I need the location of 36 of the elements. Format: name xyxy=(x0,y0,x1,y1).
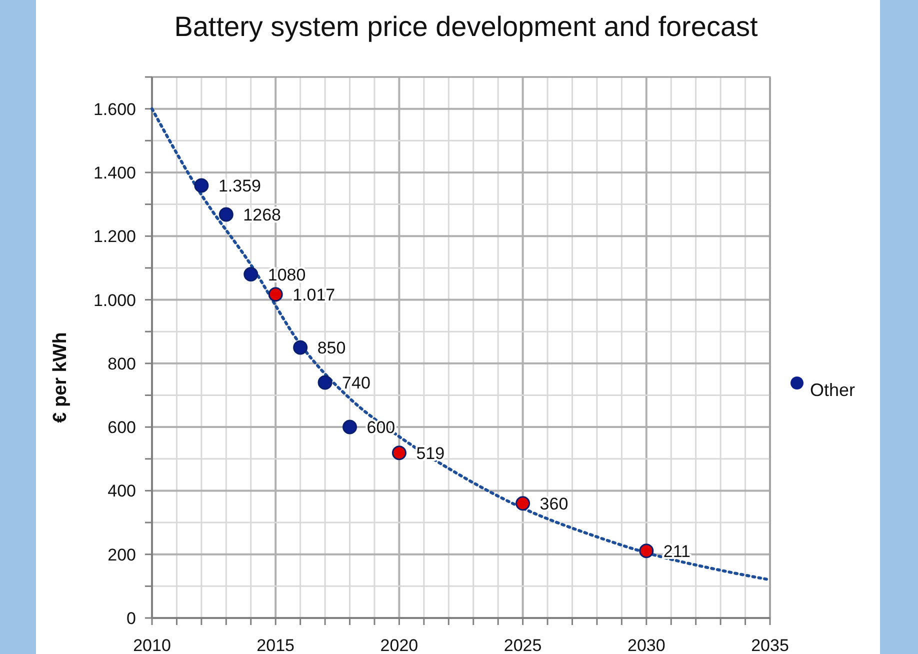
point xyxy=(392,446,406,460)
point xyxy=(244,267,258,282)
data-label: 1.017 xyxy=(292,285,336,304)
y-tick-label: 1.200 xyxy=(93,227,136,246)
y-tick-label: 800 xyxy=(108,354,136,374)
point xyxy=(516,496,530,511)
y-tick-label: 600 xyxy=(108,418,136,438)
point xyxy=(342,420,358,434)
data-label: 1268 xyxy=(243,205,281,224)
x-tick-label: 2030 xyxy=(627,636,666,654)
y-tick-label: 1.000 xyxy=(93,290,136,310)
data-label: 850 xyxy=(317,338,346,358)
point xyxy=(318,375,332,390)
point xyxy=(293,340,308,355)
data-label: 740 xyxy=(342,374,370,393)
point xyxy=(268,287,283,302)
data-label: 1.359 xyxy=(218,176,261,196)
point xyxy=(639,544,654,558)
point xyxy=(218,207,234,222)
point xyxy=(194,178,209,193)
y-tick-label: 1.600 xyxy=(93,100,136,119)
x-tick-label: 2010 xyxy=(133,636,171,654)
chart-title: Battery system price development and forecast xyxy=(174,11,758,42)
x-tick-label: 2015 xyxy=(256,636,295,654)
y-tick-label: 400 xyxy=(108,482,136,501)
y-tick-label: 200 xyxy=(108,545,136,564)
legend-label: Other xyxy=(810,380,856,400)
x-tick-label: 2035 xyxy=(751,636,789,654)
y-axis-title: € per kWh xyxy=(50,332,71,423)
x-tick-label: 2025 xyxy=(504,636,542,654)
data-label: 1080 xyxy=(268,265,306,284)
data-label: 211 xyxy=(663,542,691,561)
y-tick-label: 0 xyxy=(126,609,136,628)
y-tick-label: 1.400 xyxy=(93,163,136,182)
x-tick-label: 2020 xyxy=(380,636,418,654)
data-label: 360 xyxy=(540,494,568,514)
